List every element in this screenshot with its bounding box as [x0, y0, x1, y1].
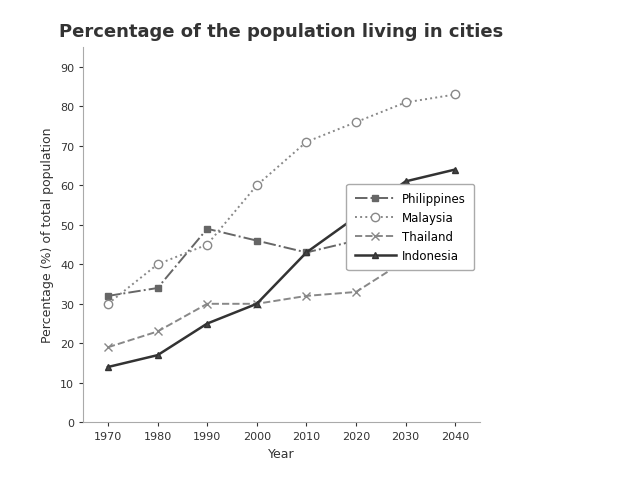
Title: Percentage of the population living in cities: Percentage of the population living in c… — [60, 23, 504, 41]
X-axis label: Year: Year — [268, 447, 295, 460]
Philippines — [352, 238, 360, 244]
Philippines — [204, 227, 211, 232]
Thailand — [253, 301, 260, 307]
Thailand — [303, 293, 310, 299]
Thailand — [402, 258, 410, 264]
Malaysia — [104, 301, 112, 307]
Indonesia — [253, 301, 260, 307]
Malaysia — [303, 140, 310, 145]
Indonesia — [451, 168, 459, 173]
Malaysia — [352, 120, 360, 126]
Malaysia — [204, 242, 211, 248]
Thailand — [204, 301, 211, 307]
Philippines — [253, 238, 260, 244]
Line: Thailand: Thailand — [104, 221, 460, 352]
Malaysia — [402, 100, 410, 106]
Indonesia — [303, 250, 310, 256]
Indonesia — [104, 364, 112, 370]
Malaysia — [451, 93, 459, 98]
Thailand — [104, 345, 112, 350]
Line: Indonesia: Indonesia — [104, 167, 459, 371]
Indonesia — [402, 179, 410, 185]
Malaysia — [154, 262, 161, 268]
Philippines — [154, 286, 161, 291]
Philippines — [402, 218, 410, 224]
Thailand — [451, 222, 459, 228]
Thailand — [154, 329, 161, 335]
Indonesia — [154, 352, 161, 358]
Indonesia — [204, 321, 211, 327]
Legend: Philippines, Malaysia, Thailand, Indonesia: Philippines, Malaysia, Thailand, Indones… — [346, 185, 474, 271]
Indonesia — [352, 215, 360, 220]
Philippines — [104, 293, 112, 299]
Philippines — [451, 199, 459, 204]
Line: Philippines: Philippines — [104, 198, 459, 300]
Thailand — [352, 289, 360, 295]
Y-axis label: Percentage (%) of total population: Percentage (%) of total population — [42, 128, 54, 343]
Philippines — [303, 250, 310, 256]
Malaysia — [253, 183, 260, 189]
Line: Malaysia: Malaysia — [104, 91, 460, 308]
